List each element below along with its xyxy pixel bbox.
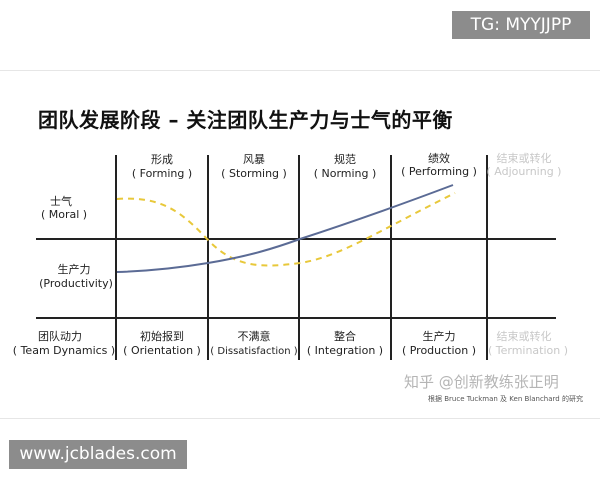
dynamics-termination-cn: 结束或转化 <box>497 329 552 343</box>
credit-watermark: 知乎 @创新教练张正明 <box>404 373 559 391</box>
dynamics-dissatisfaction-cn: 不满意 <box>238 329 271 343</box>
dynamics-production-cn: 生产力 <box>423 329 456 343</box>
stage-adjourning-en: ( Adjourning ) <box>487 165 562 178</box>
dynamics-production-en: ( Production ) <box>402 344 476 357</box>
dynamics-label-cn: 团队动力 <box>38 329 82 343</box>
watermark-top: TG: MYYJJPP <box>452 11 590 39</box>
top-divider <box>0 70 600 71</box>
credit-source: 根据 Bruce Tuckman 及 Ken Blanchard 的研究 <box>428 395 583 403</box>
stage-forming-en: ( Forming ) <box>132 167 192 180</box>
dynamics-orientation-cn: 初始报到 <box>140 329 184 343</box>
dynamics-integration-cn: 整合 <box>334 329 356 343</box>
stage-adjourning-cn: 结束或转化 <box>497 151 552 165</box>
stage-forming-cn: 形成 <box>151 153 173 166</box>
morale-curve <box>116 192 456 267</box>
stage-norming-en: ( Norming ) <box>314 167 377 180</box>
stage-performing-cn: 绩效 <box>428 151 450 165</box>
dynamics-orientation-en: ( Orientation ) <box>123 344 201 357</box>
productivity-label-cn: 生产力 <box>58 262 91 276</box>
bottom-divider <box>0 418 600 419</box>
stage-norming-cn: 规范 <box>334 152 356 166</box>
morale-label-en: ( Moral ) <box>41 208 87 221</box>
dynamics-label-en: ( Team Dynamics ) <box>13 344 115 357</box>
watermark-bottom: www.jcblades.com <box>9 440 187 469</box>
stage-storming-en: ( Storming ) <box>221 167 287 180</box>
morale-label-cn: 士气 <box>50 194 72 208</box>
stage-performing-en: ( Performing ) <box>401 165 477 178</box>
dynamics-dissatisfaction-en: ( Dissatisfaction ) <box>210 346 297 357</box>
dynamics-integration-en: ( Integration ) <box>307 344 383 357</box>
dynamics-termination-en: ( Termination ) <box>488 344 568 357</box>
diagram-title: 团队发展阶段 – 关注团队生产力与士气的平衡 <box>38 108 453 132</box>
productivity-label-en: (Productivity) <box>39 277 113 290</box>
productivity-curve <box>116 184 454 273</box>
stage-storming-cn: 风暴 <box>243 153 265 166</box>
